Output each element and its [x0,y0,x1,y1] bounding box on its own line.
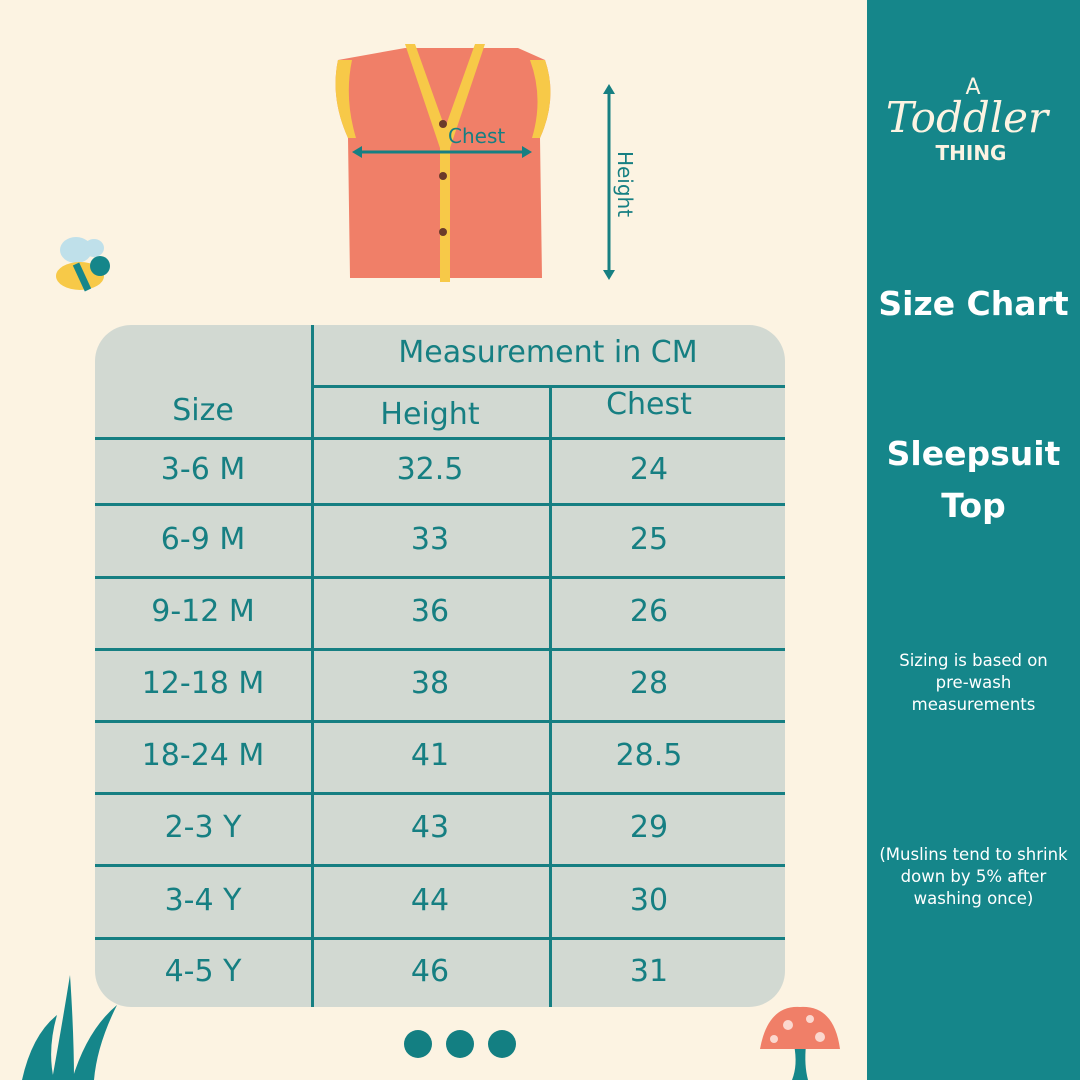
header-height: Height [380,397,480,432]
cell-size: 3-6 M [160,452,246,487]
cell-size: 12-18 M [141,666,265,701]
cell-height: 44 [410,882,450,918]
header-measurement: Measurement in CM [398,335,698,370]
sizing-note: Sizing is based on pre-wash measurements [899,651,1048,714]
cell-height: 41 [410,738,450,773]
cell-size: 6-9 M [160,521,246,557]
cell-chest: 29 [629,810,669,845]
cell-size: 2-3 Y [164,810,242,845]
cell-chest: 30 [629,882,669,918]
cell-height: 43 [410,810,450,845]
cell-chest: 28.5 [615,738,683,773]
svg-text:THING: THING [936,141,1007,165]
cell-size: 9-12 M [151,594,255,629]
cell-height: 38 [410,666,450,701]
size-table: Size Measurement in CM Height Chest 3-6 … [95,325,785,1007]
svg-text:A: A [965,75,980,100]
info-panel: A Toddler THING Size Chart Sleepsuit Top… [867,0,1080,1080]
carousel-dot[interactable] [404,1030,432,1058]
cell-chest: 31 [629,954,669,989]
carousel-dot[interactable] [446,1030,474,1058]
cell-chest: 25 [629,521,669,557]
mushroom-icon [760,1006,840,1080]
height-label: Height [613,150,638,218]
cell-height: 33 [410,521,450,557]
header-size: Size [172,393,234,428]
product-name-line2: Top [941,486,1006,525]
cell-chest: 28 [629,666,669,701]
chest-label: Chest [448,124,506,148]
cell-height: 36 [410,594,450,629]
sleepsuit-top-illustration [335,44,551,282]
cell-height: 46 [410,954,450,989]
cell-size: 4-5 Y [164,954,242,989]
cell-size: 3-4 Y [164,882,242,918]
cell-chest: 24 [629,452,669,487]
size-chart-title: Size Chart [878,284,1069,323]
cell-height: 32.5 [396,452,464,487]
height-arrow [603,84,615,280]
cell-chest: 26 [629,594,669,629]
bee-icon [56,237,110,292]
chest-arrow [352,146,532,158]
product-name-line1: Sleepsuit [886,434,1061,473]
carousel-dot[interactable] [488,1030,516,1058]
cell-size: 18-24 M [141,738,265,773]
header-chest: Chest [606,387,692,422]
carousel-dots [404,1030,516,1058]
brand-logo: A Toddler THING [886,75,1051,165]
shrink-note: (Muslins tend to shrink down by 5% after… [879,845,1068,908]
grass-icon [22,975,117,1080]
svg-text:Toddler: Toddler [886,93,1051,142]
